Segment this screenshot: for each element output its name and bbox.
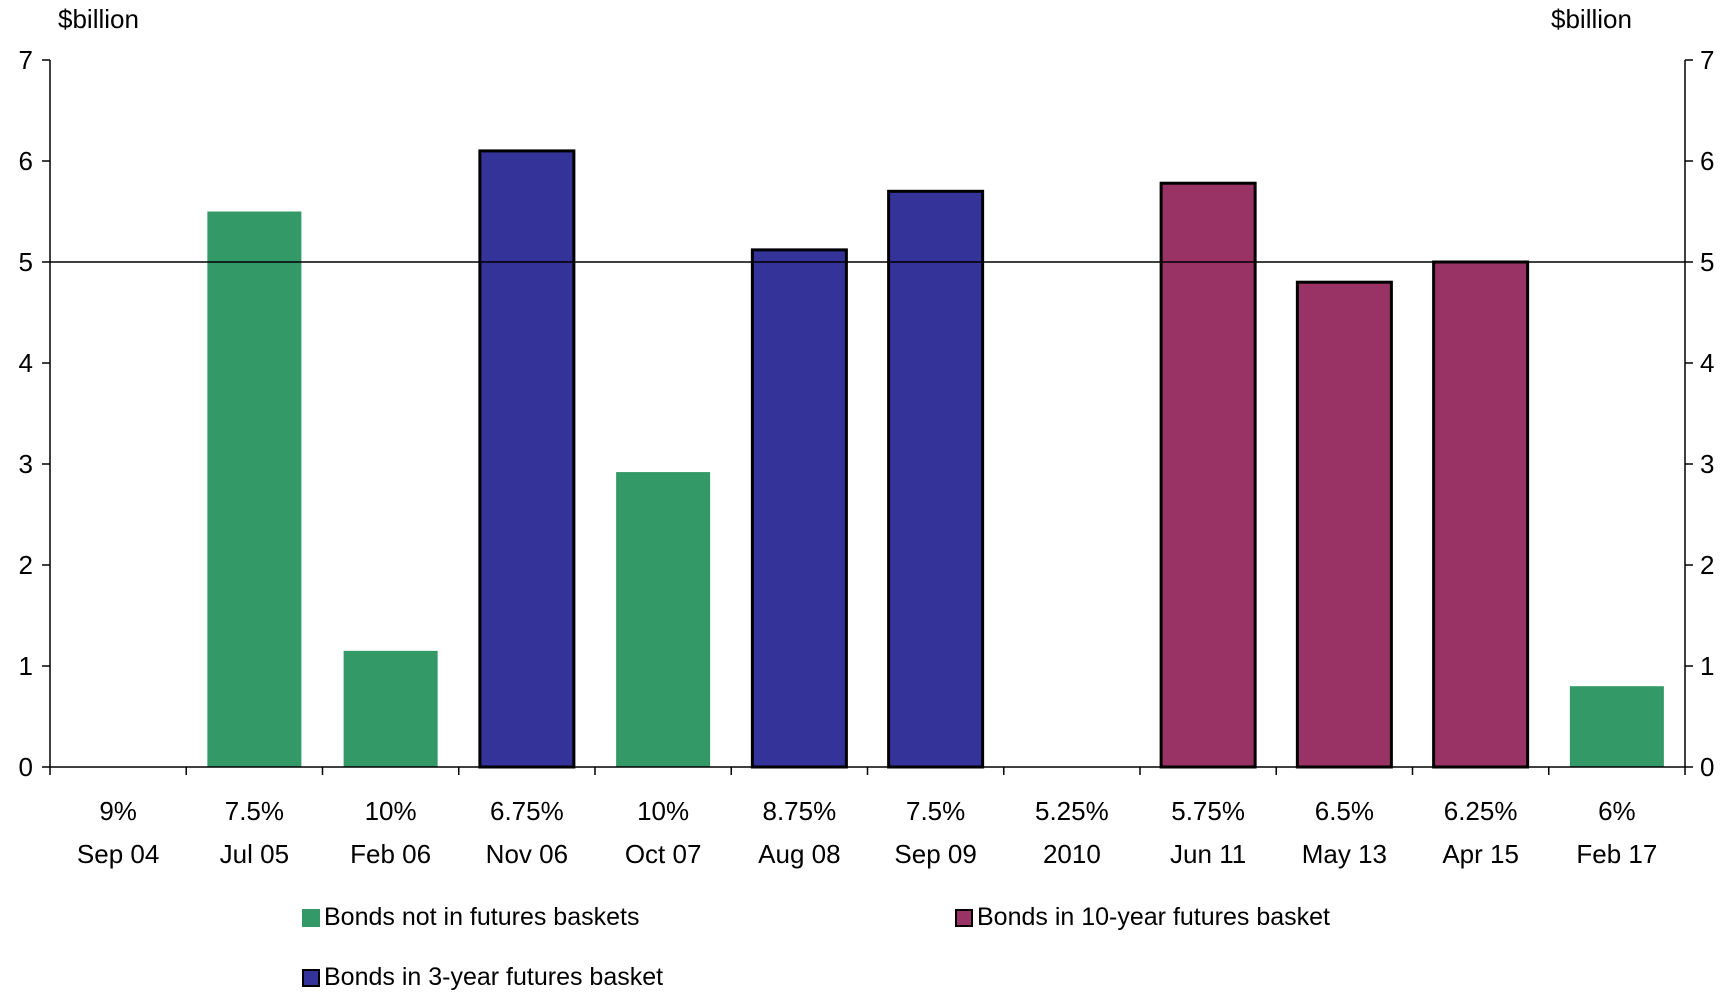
legend-item-not-in-futures: Bonds not in futures baskets — [302, 903, 639, 932]
x-tick-label-coupon: 7.5% — [906, 796, 965, 826]
y-tick-label-left: 5 — [19, 247, 33, 277]
x-tick-label-coupon: 6.75% — [490, 796, 564, 826]
bar-jul-05 — [207, 211, 302, 767]
tick-labels: 0 0 1 1 2 2 3 3 4 4 5 5 6 6 7 7 9% Sep 04 7.5% Jul 05 10% Feb… — [19, 45, 1715, 869]
x-tick-label-coupon: 10% — [365, 796, 417, 826]
legend-swatch-purple — [955, 908, 973, 927]
x-tick-label-coupon: 9% — [99, 796, 137, 826]
bar-apr-15 — [1432, 260, 1530, 769]
bar-nov-06 — [478, 149, 576, 769]
legend-item-10-year: Bonds in 10-year futures basket — [955, 903, 1330, 932]
y-tick-label-right: 7 — [1700, 45, 1714, 75]
x-tick-label-coupon: 10% — [637, 796, 689, 826]
x-tick-label-date: Oct 07 — [625, 839, 702, 869]
x-tick-label-date: 2010 — [1043, 839, 1101, 869]
x-tick-label-date: Aug 08 — [758, 839, 840, 869]
y-tick-label-left: 3 — [19, 449, 33, 479]
bar-feb-06 — [343, 650, 438, 767]
y-tick-label-left: 6 — [19, 146, 33, 176]
x-tick-label-coupon: 7.5% — [225, 796, 284, 826]
legend-swatch-blue — [302, 968, 320, 987]
x-tick-label-date: Sep 09 — [894, 839, 976, 869]
bar-jun-11 — [1159, 181, 1257, 769]
axes — [42, 59, 1693, 775]
bars — [207, 149, 1664, 769]
x-tick-label-coupon: 6.25% — [1444, 796, 1518, 826]
x-tick-label-date: Sep 04 — [77, 839, 159, 869]
bar-feb-17 — [1569, 686, 1664, 767]
legend-label: Bonds in 3-year futures basket — [324, 963, 664, 991]
y-tick-label-left: 7 — [19, 45, 33, 75]
x-tick-label-coupon: 5.25% — [1035, 796, 1109, 826]
x-tick-label-date: Jul 05 — [220, 839, 289, 869]
right-axis-unit-label: $billion — [1551, 4, 1632, 34]
y-tick-label-left: 0 — [19, 752, 33, 782]
x-tick-label-coupon: 6% — [1598, 796, 1636, 826]
x-tick-label-coupon: 6.5% — [1315, 796, 1374, 826]
y-tick-label-right: 3 — [1700, 449, 1714, 479]
x-tick-label-date: Jun 11 — [1170, 839, 1246, 869]
y-tick-label-left: 2 — [19, 550, 33, 580]
y-tick-label-right: 4 — [1700, 348, 1714, 378]
x-tick-label-coupon: 8.75% — [763, 796, 837, 826]
x-tick-label-date: Feb 06 — [350, 839, 431, 869]
legend-label: Bonds in 10-year futures basket — [977, 903, 1330, 931]
legend-item-3-year: Bonds in 3-year futures basket — [302, 963, 663, 992]
y-tick-label-right: 1 — [1700, 651, 1714, 681]
x-tick-label-date: Feb 17 — [1576, 839, 1657, 869]
bar-oct-07 — [616, 472, 711, 767]
legend-swatch-green — [302, 908, 320, 927]
legend-label: Bonds not in futures baskets — [324, 903, 640, 931]
y-tick-label-right: 2 — [1700, 550, 1714, 580]
x-tick-label-date: Nov 06 — [486, 839, 568, 869]
left-axis-unit-label: $billion — [58, 4, 139, 34]
y-tick-label-right: 5 — [1700, 247, 1714, 277]
x-tick-label-date: Apr 15 — [1442, 839, 1519, 869]
bar-may-13 — [1295, 280, 1393, 769]
y-tick-label-left: 4 — [19, 348, 33, 378]
x-tick-label-date: May 13 — [1302, 839, 1387, 869]
y-tick-label-left: 1 — [19, 651, 33, 681]
y-tick-label-right: 6 — [1700, 146, 1714, 176]
y-tick-label-right: 0 — [1700, 752, 1714, 782]
bar-aug-08 — [750, 248, 848, 769]
x-tick-label-coupon: 5.75% — [1171, 796, 1245, 826]
bar-sep-09 — [887, 189, 985, 769]
